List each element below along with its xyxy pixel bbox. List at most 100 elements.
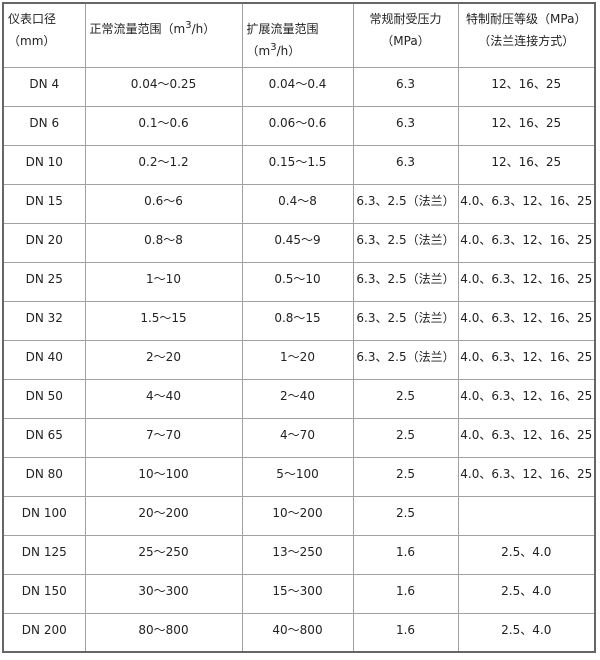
cell-normal-flow: 0.1～0.6: [84, 105, 243, 146]
cell-extended-flow: 2～40: [241, 378, 354, 419]
cell-normal-flow: 7～70: [84, 417, 243, 458]
cell-extended-flow: 0.5～10: [241, 261, 354, 302]
cell-diameter: DN 150: [2, 573, 86, 614]
cell-special-pressure: 2.5、4.0: [457, 573, 596, 614]
cell-diameter: DN 50: [2, 378, 86, 419]
cell-extended-flow: 0.4～8: [241, 183, 354, 224]
cell-special-pressure: 12、16、25: [457, 105, 596, 146]
table-row: DN 10 0.2～1.2 0.15～1.5 6.3 12、16、25: [2, 144, 596, 185]
cell-diameter: DN 15: [2, 183, 86, 224]
cell-normal-pressure: 2.5: [352, 417, 459, 458]
table-row: DN 6 0.1～0.6 0.06～0.6 6.3 12、16、25: [2, 105, 596, 146]
cell-normal-flow: 0.6～6: [84, 183, 243, 224]
table-row: DN 200 80～800 40～800 1.6 2.5、4.0: [2, 612, 596, 653]
table-row: DN 15 0.6～6 0.4～8 6.3、2.5（法兰） 4.0、6.3、12、16、…: [2, 183, 596, 224]
cell-extended-flow: 0.15～1.5: [241, 144, 354, 185]
cell-normal-flow: 1.5～15: [84, 300, 243, 341]
cell-diameter: DN 125: [2, 534, 86, 575]
cell-normal-pressure: 2.5: [352, 456, 459, 497]
cell-extended-flow: 0.04～0.4: [241, 66, 354, 107]
cell-normal-flow: 80～800: [84, 612, 243, 653]
cell-normal-pressure: 6.3: [352, 144, 459, 185]
cell-extended-flow: 1～20: [241, 339, 354, 380]
header-diameter: 仪表口径（mm）: [2, 2, 86, 68]
cell-extended-flow: 5～100: [241, 456, 354, 497]
cell-normal-flow: 30～300: [84, 573, 243, 614]
cell-diameter: DN 4: [2, 66, 86, 107]
cell-diameter: DN 10: [2, 144, 86, 185]
cell-diameter: DN 200: [2, 612, 86, 653]
table-row: DN 65 7～70 4～70 2.5 4.0、6.3、12、16、25: [2, 417, 596, 458]
header-normal-pressure: 常规耐受压力（MPa）: [352, 2, 459, 68]
cell-normal-flow: 4～40: [84, 378, 243, 419]
table-row: DN 125 25～250 13～250 1.6 2.5、4.0: [2, 534, 596, 575]
cell-diameter: DN 100: [2, 495, 86, 536]
cell-normal-pressure: 2.5: [352, 495, 459, 536]
cell-diameter: DN 25: [2, 261, 86, 302]
cell-special-pressure: 4.0、6.3、12、16、25: [457, 417, 596, 458]
cell-extended-flow: 15～300: [241, 573, 354, 614]
header-text: /h）: [191, 22, 216, 36]
cell-special-pressure: 4.0、6.3、12、16、25: [457, 261, 596, 302]
table-row: DN 80 10～100 5～100 2.5 4.0、6.3、12、16、25: [2, 456, 596, 497]
table-row: DN 150 30～300 15～300 1.6 2.5、4.0: [2, 573, 596, 614]
header-text: 扩展流量范围（m: [246, 22, 319, 58]
cell-normal-pressure: 1.6: [352, 573, 459, 614]
cell-extended-flow: 4～70: [241, 417, 354, 458]
header-text: 正常流量范围（m: [89, 22, 186, 36]
cell-normal-pressure: 6.3、2.5（法兰）: [352, 261, 459, 302]
cell-special-pressure: [457, 495, 596, 536]
cell-normal-pressure: 2.5: [352, 378, 459, 419]
cell-normal-pressure: 6.3: [352, 66, 459, 107]
header-special-pressure: 特制耐压等级（MPa）（法兰连接方式）: [457, 2, 596, 68]
cell-normal-pressure: 6.3: [352, 105, 459, 146]
table-row: DN 4 0.04～0.25 0.04～0.4 6.3 12、16、25: [2, 66, 596, 107]
table-row: DN 100 20～200 10～200 2.5: [2, 495, 596, 536]
table-row: DN 25 1～10 0.5～10 6.3、2.5（法兰） 4.0、6.3、12、16、…: [2, 261, 596, 302]
cell-special-pressure: 4.0、6.3、12、16、25: [457, 456, 596, 497]
cell-normal-flow: 10～100: [84, 456, 243, 497]
cell-special-pressure: 2.5、4.0: [457, 534, 596, 575]
cell-diameter: DN 6: [2, 105, 86, 146]
cell-normal-pressure: 1.6: [352, 534, 459, 575]
header-normal-flow: 正常流量范围（m3/h）: [84, 2, 243, 68]
table-row: DN 40 2～20 1～20 6.3、2.5（法兰） 4.0、6.3、12、16、25: [2, 339, 596, 380]
cell-diameter: DN 32: [2, 300, 86, 341]
cell-normal-pressure: 6.3、2.5（法兰）: [352, 339, 459, 380]
cell-extended-flow: 13～250: [241, 534, 354, 575]
table-row: DN 20 0.8～8 0.45～9 6.3、2.5（法兰） 4.0、6.3、12、16…: [2, 222, 596, 263]
cell-special-pressure: 4.0、6.3、12、16、25: [457, 222, 596, 263]
cell-normal-flow: 1～10: [84, 261, 243, 302]
header-text: /h）: [276, 44, 301, 58]
cell-extended-flow: 0.06～0.6: [241, 105, 354, 146]
superscript: 3: [270, 42, 277, 53]
table-header-row: 仪表口径（mm） 正常流量范围（m3/h） 扩展流量范围（m3/h） 常规耐受压…: [2, 2, 596, 68]
cell-normal-pressure: 6.3、2.5（法兰）: [352, 183, 459, 224]
cell-special-pressure: 12、16、25: [457, 144, 596, 185]
cell-diameter: DN 80: [2, 456, 86, 497]
cell-normal-flow: 20～200: [84, 495, 243, 536]
cell-normal-pressure: 1.6: [352, 612, 459, 653]
cell-special-pressure: 4.0、6.3、12、16、25: [457, 339, 596, 380]
cell-normal-flow: 0.8～8: [84, 222, 243, 263]
cell-normal-flow: 25～250: [84, 534, 243, 575]
cell-normal-flow: 0.2～1.2: [84, 144, 243, 185]
cell-diameter: DN 40: [2, 339, 86, 380]
cell-special-pressure: 4.0、6.3、12、16、25: [457, 183, 596, 224]
cell-special-pressure: 12、16、25: [457, 66, 596, 107]
cell-normal-flow: 2～20: [84, 339, 243, 380]
table-row: DN 50 4～40 2～40 2.5 4.0、6.3、12、16、25: [2, 378, 596, 419]
cell-special-pressure: 4.0、6.3、12、16、25: [457, 300, 596, 341]
cell-special-pressure: 2.5、4.0: [457, 612, 596, 653]
cell-extended-flow: 0.45～9: [241, 222, 354, 263]
superscript: 3: [185, 20, 192, 31]
cell-diameter: DN 20: [2, 222, 86, 263]
header-extended-flow: 扩展流量范围（m3/h）: [241, 2, 354, 68]
cell-extended-flow: 10～200: [241, 495, 354, 536]
cell-extended-flow: 0.8～15: [241, 300, 354, 341]
cell-extended-flow: 40～800: [241, 612, 354, 653]
table-row: DN 32 1.5～15 0.8～15 6.3、2.5（法兰） 4.0、6.3、12、1…: [2, 300, 596, 341]
cell-normal-flow: 0.04～0.25: [84, 66, 243, 107]
cell-normal-pressure: 6.3、2.5（法兰）: [352, 300, 459, 341]
cell-normal-pressure: 6.3、2.5（法兰）: [352, 222, 459, 263]
